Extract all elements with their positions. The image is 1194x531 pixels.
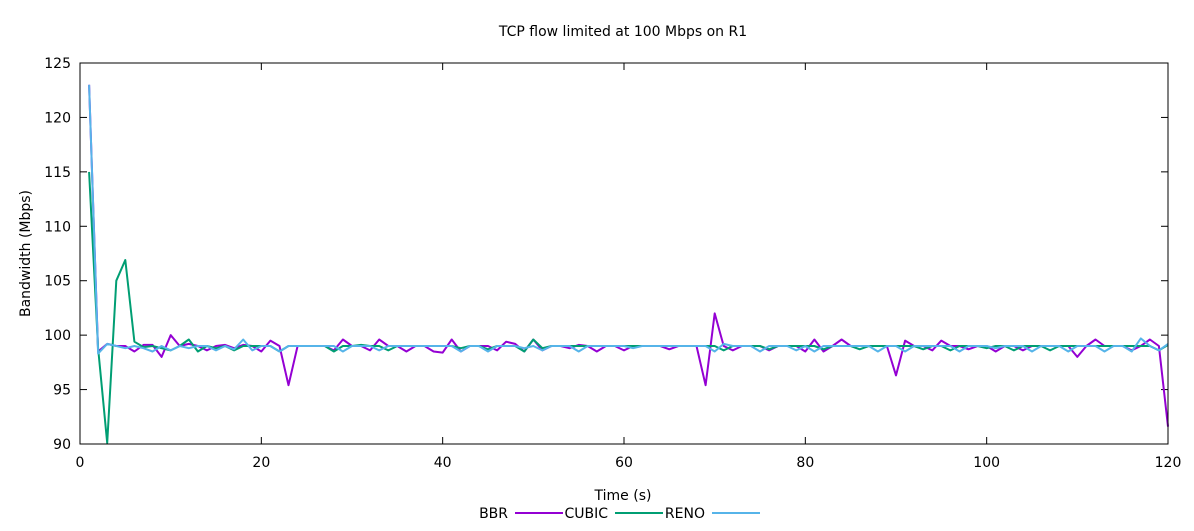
series-line-bbr xyxy=(88,84,1169,427)
series-line-cubic xyxy=(88,171,1169,444)
y-tick-label: 120 xyxy=(44,110,71,126)
x-tick-label: 20 xyxy=(252,455,270,471)
y-tick-label: 100 xyxy=(44,328,71,344)
axis-ticks: 0 20 40 60 80 100 120 90 95 100 105 110 115 120 125 xyxy=(44,56,1181,471)
series-layer xyxy=(88,84,1169,444)
y-tick-label: 115 xyxy=(44,165,71,181)
y-tick-label: 125 xyxy=(44,56,71,72)
plot-frame xyxy=(79,62,1169,445)
chart-title: TCP flow limited at 100 Mbps on R1 xyxy=(498,24,747,40)
x-tick-label: 40 xyxy=(434,455,452,471)
x-tick-label: 100 xyxy=(973,455,1000,471)
legend-label: BBR xyxy=(479,506,508,522)
x-tick-label: 0 xyxy=(76,455,85,471)
x-tick-label: 120 xyxy=(1155,455,1182,471)
legend-item-reno: RENO xyxy=(665,506,760,522)
series-line-reno xyxy=(88,84,1169,355)
legend-label: CUBIC xyxy=(564,506,608,522)
x-tick-label: 80 xyxy=(796,455,814,471)
x-axis-label: Time (s) xyxy=(594,488,652,504)
legend-label: RENO xyxy=(665,506,705,522)
y-axis-label: Bandwidth (Mbps) xyxy=(18,190,34,317)
legend: BBR CUBIC RENO xyxy=(479,506,760,522)
x-tick-label: 60 xyxy=(615,455,633,471)
y-tick-label: 110 xyxy=(44,219,71,235)
y-tick-label: 95 xyxy=(53,383,71,399)
legend-item-bbr: BBR xyxy=(479,506,563,522)
y-tick-label: 90 xyxy=(53,437,71,453)
y-tick-label: 105 xyxy=(44,274,71,290)
legend-item-cubic: CUBIC xyxy=(564,506,663,522)
